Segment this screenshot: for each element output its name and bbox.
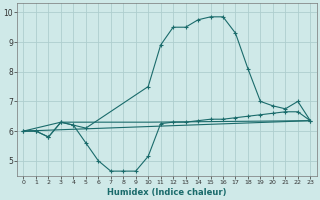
X-axis label: Humidex (Indice chaleur): Humidex (Indice chaleur) [107, 188, 227, 197]
